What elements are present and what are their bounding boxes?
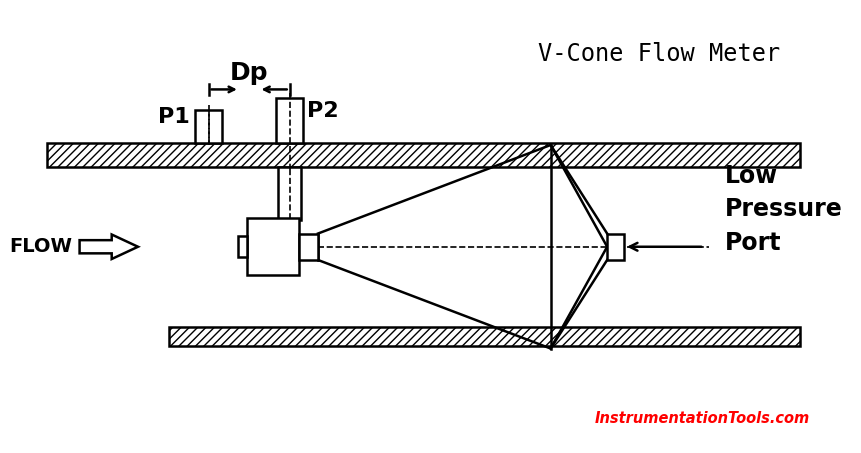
Bar bbox=[278, 167, 301, 220]
Text: FLOW: FLOW bbox=[9, 237, 72, 256]
Bar bbox=[238, 236, 247, 257]
Bar bbox=[169, 327, 800, 346]
Bar bbox=[276, 98, 303, 143]
Polygon shape bbox=[79, 235, 138, 259]
Bar bbox=[247, 218, 299, 275]
Text: Dp: Dp bbox=[230, 61, 269, 85]
Bar bbox=[46, 143, 800, 167]
Bar bbox=[195, 110, 222, 143]
Text: V-Cone Flow Meter: V-Cone Flow Meter bbox=[538, 42, 780, 66]
Bar bbox=[299, 234, 318, 260]
Text: P2: P2 bbox=[307, 101, 338, 121]
Text: InstrumentationTools.com: InstrumentationTools.com bbox=[594, 411, 809, 426]
Text: Low
Pressure
Port: Low Pressure Port bbox=[725, 164, 843, 255]
Bar bbox=[607, 234, 624, 260]
Text: P1: P1 bbox=[158, 107, 189, 127]
